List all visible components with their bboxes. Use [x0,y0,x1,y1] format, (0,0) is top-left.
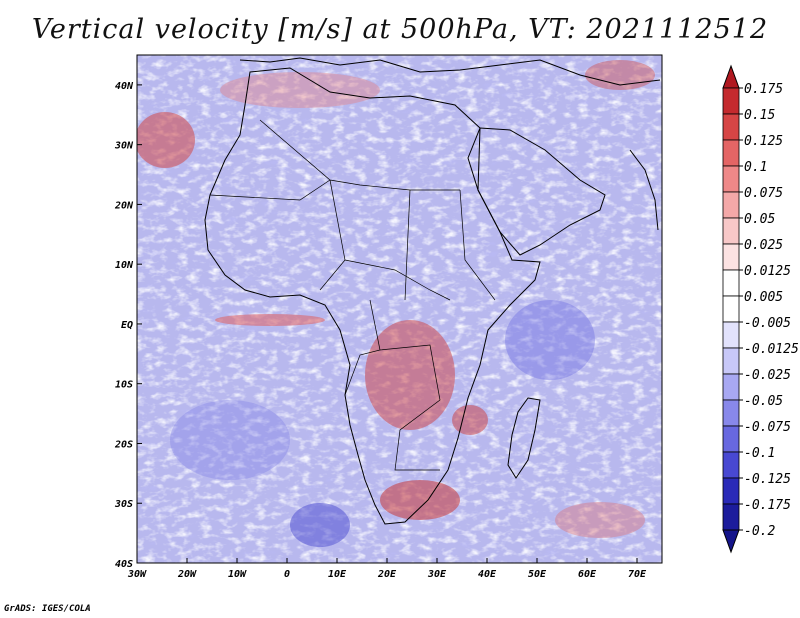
india-coastline [629,149,659,231]
x-axis: 30W 20W 10W 0 10E 20E 30E 40E 50E 60E 70E [127,558,647,580]
y-tick-label: 40S [115,559,133,570]
colorbar-label: 0.005 [744,290,783,305]
colorbar-label: -0.125 [744,472,791,487]
y-tick-label: 40N [115,81,134,92]
x-tick-label: 60E [578,569,597,580]
x-tick-label: 0 [284,569,290,580]
colorbar-bottom-arrow [722,529,740,554]
colorbar-swatch [722,113,740,141]
colorbar-label: -0.005 [744,316,791,331]
coastlines [204,57,661,525]
colorbar-swatch [722,451,740,479]
colorbar-swatch [722,373,740,401]
colorbar-label: -0.05 [744,394,783,409]
footer-credit: GrADS: IGES/COLA [4,604,91,614]
upwelling-zone-south-indian-ocean [555,502,645,538]
colorbar-label: -0.175 [744,498,791,513]
x-tick-label: 70E [628,569,647,580]
field-texture-dark [137,55,662,563]
colorbar-swatch [722,243,740,271]
subsidence-zone-indian-ocean [505,300,595,380]
colorbar-swatch [722,217,740,245]
arabia-coastline [477,127,606,256]
plot-frame [136,54,663,564]
y-axis: 40N 30N 20N 10N EQ 10S 20S 30S 40S [114,81,142,570]
x-tick-label: 10W [228,569,247,580]
europe-coastline [239,57,661,86]
x-tick-label: 20E [377,569,397,580]
colorbar-swatch [722,503,740,531]
subsidence-zone-south-atlantic [290,503,350,547]
colorbar-label: -0.075 [744,420,791,435]
colorbar-swatch [722,87,740,115]
colorbar-label: -0.0125 [744,342,799,357]
upwelling-zone-south-africa [380,480,460,520]
colorbar-label: 0.075 [744,186,783,201]
colorbar-swatch [722,477,740,505]
country-borders [209,119,496,471]
colorbar-label: 0.05 [744,212,775,227]
colorbar-label: 0.0125 [744,264,791,279]
upwelling-zone-north-atlantic [137,112,195,168]
upwelling-zone-north-africa [220,72,380,108]
colorbar-swatch [722,347,740,375]
y-tick-label: 30N [114,141,134,152]
upwelling-zone-central-africa [365,320,455,430]
y-tick-label: 20N [114,200,134,211]
subsidence-zone-atlantic [170,400,290,480]
chart-title: Vertical velocity [m/s] at 500hPa, VT: 2… [31,14,769,45]
colorbar-swatch [722,139,740,167]
upwelling-band-equatorial [215,314,325,326]
y-tick-label: 30S [114,499,133,510]
colorbar-swatch [722,191,740,219]
colorbar-swatch [722,399,740,427]
colorbar-label: -0.1 [744,446,775,461]
y-tick-label: EQ [121,320,133,331]
y-tick-label: 20S [114,439,133,450]
colorbar-swatch [722,165,740,193]
madagascar-coastline [507,397,541,479]
colorbar-label: 0.125 [744,134,783,149]
colorbar-label: 0.1 [744,160,767,175]
colorbar-swatch [722,295,740,323]
x-tick-label: 10E [328,569,347,580]
y-tick-label: 10N [115,260,134,271]
colorbar-label: 0.175 [744,82,783,97]
y-tick-label: 10S [115,380,133,391]
colorbar-label: 0.15 [744,108,775,123]
colorbar-label: -0.025 [744,368,791,383]
x-tick-label: 50E [528,569,547,580]
colorbar-swatch [722,321,740,349]
colorbar-label: 0.025 [744,238,783,253]
x-tick-label: 40E [478,569,497,580]
africa-coastline [204,67,541,525]
x-tick-label: 30W [127,569,147,580]
plot-area [137,55,662,563]
upwelling-zone-mozambique [452,405,488,435]
x-tick-label: 20W [177,569,197,580]
colorbar: 0.175 0.15 0.125 0.1 0.075 0.05 0.025 0.0125 0.0… [722,64,799,554]
colorbar-top-arrow [722,64,740,89]
colorbar-label: -0.2 [744,524,775,539]
colorbar-swatch [722,269,740,297]
x-tick-label: 30E [427,569,447,580]
colorbar-swatch [722,425,740,453]
